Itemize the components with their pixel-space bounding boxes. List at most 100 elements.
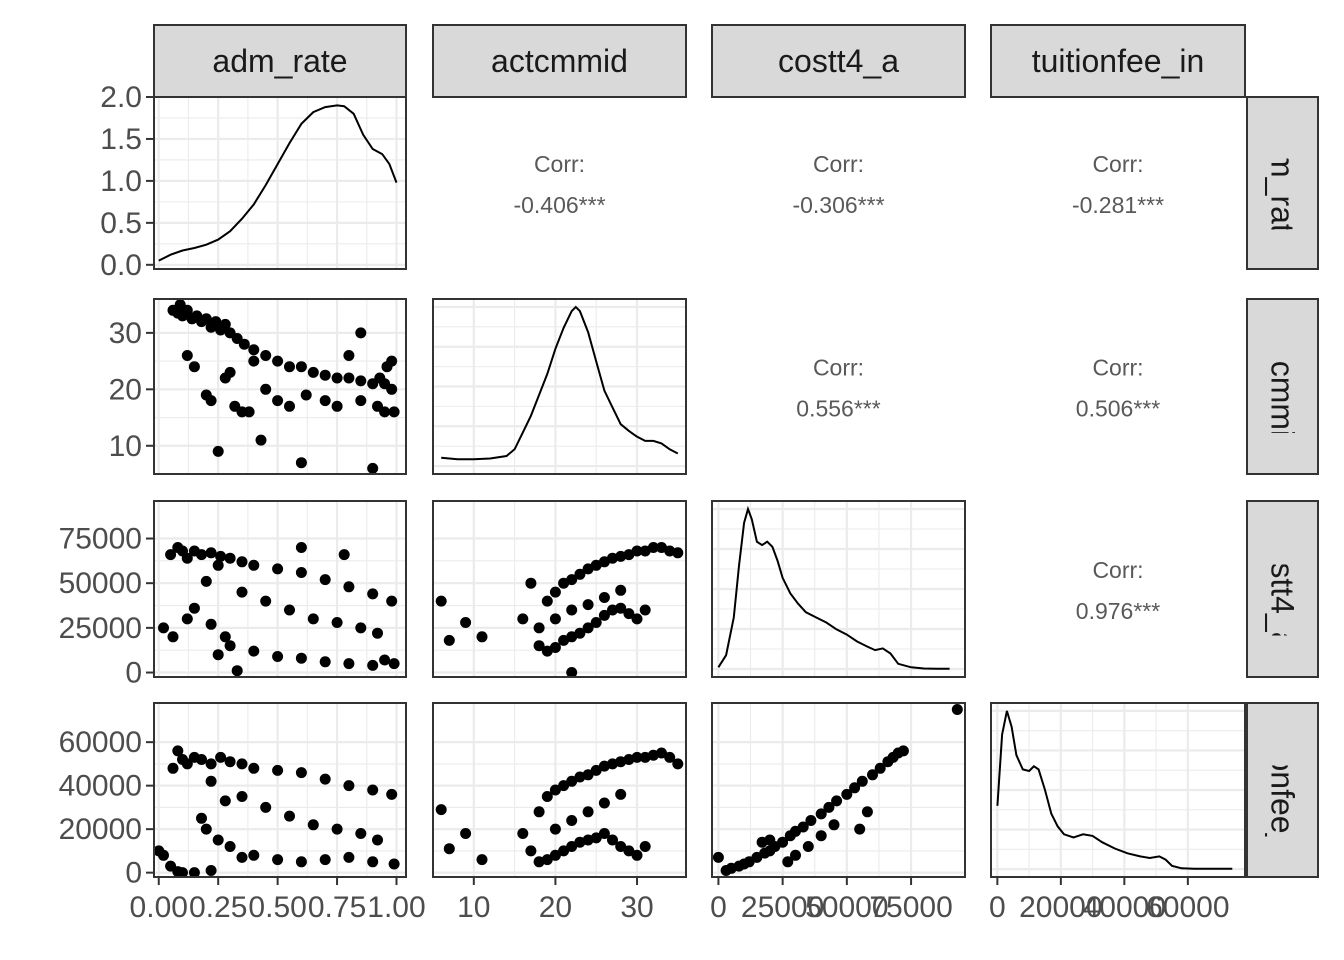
corr-panel-costt4_a-tuitionfee_in: Corr: 0.976*** — [1076, 557, 1160, 624]
data-point — [196, 549, 207, 561]
data-point — [260, 350, 272, 361]
data-point — [307, 366, 319, 378]
data-point — [672, 547, 684, 559]
x-tick-label: 20 — [539, 891, 572, 924]
data-point — [338, 549, 350, 561]
data-point — [476, 854, 488, 866]
data-point — [272, 395, 284, 407]
data-point — [177, 867, 188, 877]
corr-value: -0.281*** — [1072, 192, 1164, 218]
panel-border — [432, 500, 687, 678]
data-point — [219, 631, 231, 643]
data-point — [215, 550, 227, 562]
x-tick-label: 30 — [620, 891, 653, 924]
data-point — [212, 834, 224, 846]
strip-label: costt4_a — [1265, 529, 1301, 650]
data-point — [272, 563, 284, 575]
data-point — [607, 552, 618, 564]
data-point — [598, 797, 610, 809]
data-point — [566, 775, 578, 787]
y-tick-label: 20 — [109, 373, 142, 406]
scatter-actcmmid_vs_adm_rate — [167, 299, 400, 474]
density-line-costt4_a — [717, 505, 950, 670]
data-point — [566, 841, 578, 852]
data-point — [831, 795, 843, 807]
data-point — [367, 659, 379, 671]
data-point — [181, 613, 193, 625]
data-point — [295, 856, 307, 868]
data-point — [374, 372, 386, 384]
corr-label: Corr: — [813, 151, 864, 177]
data-point — [181, 552, 193, 564]
density-line-actcmmid — [441, 305, 679, 461]
data-point — [272, 651, 284, 662]
data-point — [533, 806, 545, 818]
data-point — [331, 372, 343, 384]
y-tick-label: 10 — [109, 430, 142, 463]
strip-label: costt4_a — [778, 43, 899, 79]
corr-label: Corr: — [1092, 355, 1143, 381]
data-point — [355, 395, 367, 407]
y-tick-label: 60000 — [59, 726, 142, 759]
y-tick-label: 1.0 — [100, 165, 142, 198]
data-point — [248, 559, 260, 571]
data-point — [867, 769, 878, 781]
data-point — [823, 801, 835, 813]
data-point — [205, 758, 217, 770]
data-point — [861, 806, 873, 818]
data-point — [236, 791, 248, 802]
data-point — [367, 856, 379, 868]
data-point — [248, 762, 260, 774]
data-point — [549, 586, 561, 598]
data-point — [388, 406, 400, 418]
data-point — [196, 812, 207, 824]
data-point — [381, 361, 393, 373]
data-point — [319, 395, 331, 407]
data-point — [874, 762, 886, 774]
panel-border — [432, 298, 687, 475]
data-point — [205, 618, 217, 630]
data-point — [815, 808, 827, 820]
data-point — [598, 828, 610, 839]
data-point — [224, 756, 236, 768]
data-point — [212, 559, 224, 571]
data-point — [224, 841, 236, 852]
panel-border — [153, 500, 407, 678]
data-point — [435, 804, 447, 816]
data-point — [388, 858, 400, 870]
data-point — [790, 849, 801, 861]
x-tick-label: 0 — [989, 891, 1006, 924]
data-point — [343, 658, 355, 670]
data-point — [615, 602, 627, 614]
scatter-costt4_a_vs_actcmmid — [435, 542, 684, 677]
data-point — [236, 851, 248, 863]
data-point — [188, 602, 200, 614]
data-point — [248, 344, 260, 356]
data-point — [388, 658, 400, 670]
y-tick-label: 50000 — [59, 567, 142, 600]
data-point — [590, 559, 602, 571]
data-point — [367, 462, 379, 474]
data-point — [566, 574, 578, 586]
data-point — [260, 801, 272, 813]
data-point — [574, 568, 586, 580]
data-point — [205, 865, 217, 876]
y-tick-label: 0 — [125, 657, 142, 690]
y-tick-label: 75000 — [59, 523, 142, 556]
data-point — [355, 327, 367, 339]
data-point — [355, 828, 367, 839]
x-tick-label: 0.25 — [189, 891, 247, 924]
corr-label: Corr: — [1092, 151, 1143, 177]
data-point — [248, 355, 260, 367]
data-point — [582, 599, 594, 611]
data-point — [236, 758, 248, 770]
data-point — [656, 747, 667, 759]
data-point — [367, 588, 379, 600]
y-tick-label: 0.5 — [100, 207, 142, 240]
data-point — [158, 622, 169, 634]
data-point — [379, 406, 391, 418]
data-point — [566, 631, 578, 643]
data-point — [897, 745, 909, 757]
strip-top-tuitionfee_in: tuitionfee_in — [990, 24, 1246, 98]
